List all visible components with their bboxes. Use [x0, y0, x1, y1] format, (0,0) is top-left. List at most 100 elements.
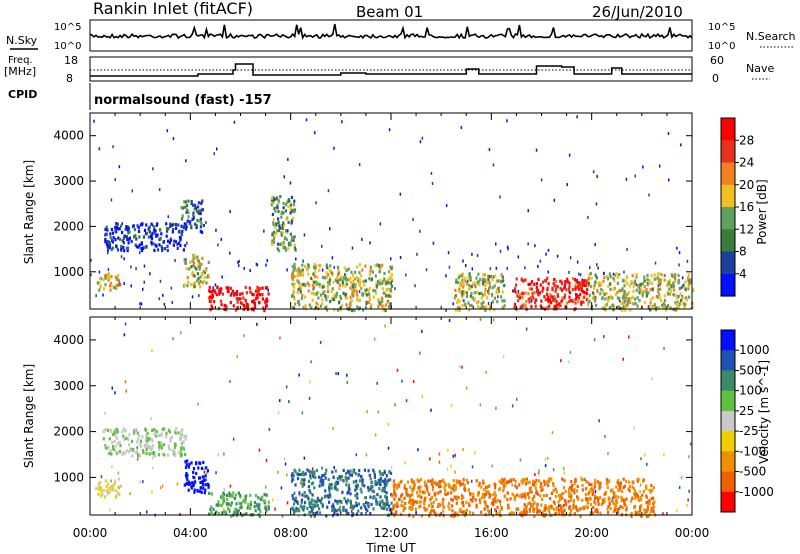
echo-cell: [674, 301, 677, 305]
echo-cell: [296, 502, 299, 506]
echo-cell: [217, 511, 221, 515]
echo-cell: [106, 273, 109, 277]
echo-cell: [618, 483, 621, 487]
sparse-cell: [171, 301, 173, 304]
echo-cell: [106, 489, 109, 493]
echo-cell: [187, 480, 191, 484]
echo-cell: [315, 301, 318, 305]
echo-cell: [180, 217, 184, 221]
sparse-cell: [332, 427, 334, 430]
echo-cell: [471, 282, 475, 286]
echo-cell: [466, 294, 469, 298]
echo-cell: [137, 437, 140, 441]
sparse-cell: [143, 264, 146, 268]
echo-cell: [434, 491, 437, 495]
sparse-cell: [265, 263, 267, 267]
colorbar-tick-label: 20: [739, 178, 754, 192]
colorbar-tick-label: 100: [739, 384, 762, 398]
echo-cell: [287, 247, 290, 251]
echo-cell: [616, 296, 619, 300]
sparse-cell: [545, 252, 547, 256]
echo-cell: [223, 510, 226, 514]
echo-cell: [458, 308, 461, 313]
echo-cell: [341, 490, 344, 494]
echo-cell: [389, 265, 392, 269]
echo-cell: [150, 237, 154, 241]
echo-cell: [344, 284, 347, 288]
echo-cell: [600, 282, 603, 286]
echo-cell: [606, 486, 609, 490]
echo-cell: [115, 222, 118, 226]
echo-cell: [536, 502, 539, 506]
echo-cell: [237, 297, 240, 301]
echo-cell: [110, 283, 113, 287]
echo-cell: [538, 509, 541, 513]
echo-cell: [467, 275, 470, 279]
echo-cell: [354, 484, 358, 488]
sparse-cell: [618, 299, 621, 303]
echo-cell: [663, 278, 666, 282]
echo-cell: [142, 235, 146, 239]
echo-cell: [203, 279, 206, 283]
echo-cell: [454, 294, 457, 298]
echo-cell: [539, 283, 542, 287]
echo-cell: [338, 283, 341, 287]
echo-cell: [155, 429, 158, 434]
echo-cell: [146, 444, 149, 448]
echo-cell: [272, 230, 276, 234]
echo-cell: [149, 447, 152, 451]
echo-cell: [636, 296, 639, 300]
sparse-cell: [452, 302, 454, 306]
sparse-cell: [401, 479, 403, 483]
echo-cell: [355, 479, 358, 483]
echo-cell: [577, 294, 580, 298]
sparse-cell: [387, 446, 390, 450]
sparse-cell: [151, 349, 153, 353]
echo-cell: [594, 280, 597, 284]
sparse-cell: [459, 365, 461, 368]
echo-cell: [391, 494, 394, 498]
echo-cell: [480, 296, 483, 300]
echo-cell: [104, 276, 107, 280]
echo-cell: [557, 305, 560, 309]
echo-cell: [197, 466, 200, 470]
echo-cell: [354, 287, 357, 291]
echo-cell: [429, 498, 432, 502]
echo-cell: [341, 281, 345, 285]
sparse-cell: [576, 509, 579, 513]
echo-cell: [493, 308, 496, 312]
freq-series: [90, 63, 692, 77]
echo-cell: [561, 298, 564, 302]
echo-cell: [459, 284, 462, 288]
echo-cell: [667, 292, 670, 296]
echo-cell: [379, 495, 382, 499]
echo-cell: [652, 510, 655, 514]
colorbar-swatch: [721, 451, 735, 472]
echo-cell: [291, 219, 294, 223]
echo-cell: [313, 504, 316, 508]
echo-cell: [593, 283, 596, 287]
echo-cell: [284, 209, 288, 213]
echo-cell: [173, 449, 176, 453]
echo-cell: [161, 248, 164, 253]
echo-cell: [557, 302, 561, 306]
sparse-cell: [197, 402, 199, 406]
sparse-cell: [319, 511, 321, 515]
echo-cell: [427, 479, 430, 483]
echo-cell: [304, 472, 307, 476]
echo-cell: [194, 206, 197, 210]
echo-cell: [174, 454, 177, 458]
echo-cell: [552, 500, 555, 504]
echo-cell: [261, 286, 264, 290]
echo-cell: [653, 277, 656, 281]
sparse-cell: [151, 456, 154, 460]
echo-cell: [259, 286, 262, 291]
echo-cell: [466, 481, 469, 485]
echo-cell: [367, 300, 370, 304]
echo-cell: [400, 503, 403, 507]
echo-cell: [562, 486, 566, 490]
echo-cell: [542, 494, 545, 498]
echo-cell: [469, 492, 472, 496]
echo-cell: [485, 305, 488, 309]
echo-cell: [244, 500, 247, 504]
